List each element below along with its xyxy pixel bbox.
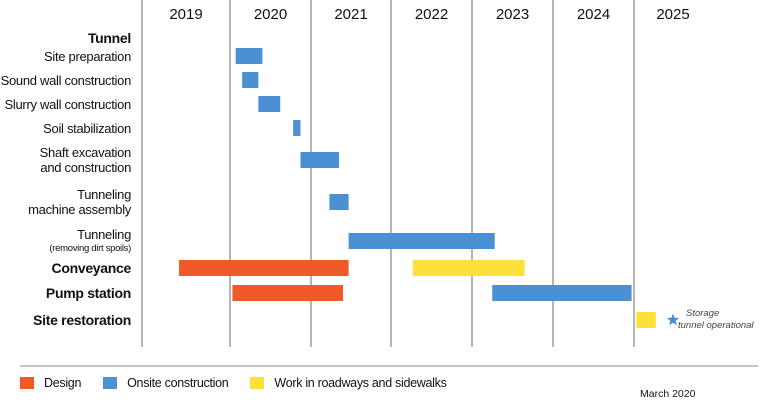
task-label-pump-station: Pump station — [46, 285, 131, 301]
bar-slurry-wall-construction-onsite — [258, 96, 281, 112]
bar-site-restoration-roadways — [636, 312, 656, 328]
bar-soil-stabilization-onsite — [293, 120, 301, 136]
legend: Design Onsite construction Work in roadw… — [20, 376, 469, 390]
task-label-site-restoration: Site restoration — [33, 312, 131, 328]
legend-swatch-design — [20, 377, 34, 389]
task-label-shaft-excavation-and-construction: Shaft excavation and construction — [40, 145, 131, 175]
legend-label-roadways: Work in roadways and sidewalks — [274, 376, 447, 390]
task-label-tunneling-machine-assembly: Tunneling machine assembly — [28, 187, 132, 217]
bar-pump-station-onsite-1 — [492, 285, 632, 301]
task-label-soil-stabilization: Soil stabilization — [43, 121, 131, 136]
task-label-tunneling-removing-dirt-spoils: Tunneling (removing dirt spoils) — [49, 227, 131, 254]
legend-label-onsite: Onsite construction — [127, 376, 229, 390]
legend-swatch-onsite — [103, 377, 118, 389]
milestone-label: Storage tunnel operational — [678, 308, 754, 331]
year-label-2025: 2025 — [656, 6, 689, 23]
year-label-2021: 2021 — [334, 6, 367, 23]
bar-conveyance-design-0 — [178, 260, 349, 276]
task-label-conveyance: Conveyance — [52, 260, 132, 276]
year-label-2019: 2019 — [169, 6, 202, 23]
legend-item-onsite: Onsite construction — [103, 376, 229, 390]
bar-pump-station-design-0 — [232, 285, 343, 301]
milestone-star-icon — [666, 313, 680, 326]
bar-conveyance-roadways-1 — [412, 260, 525, 276]
bar-shaft-excavation-and-construction-onsite — [300, 152, 339, 168]
task-label-sound-wall-construction: Sound wall construction — [1, 73, 131, 88]
legend-item-roadways: Work in roadways and sidewalks — [250, 376, 447, 390]
bar-tunneling-removing-dirt-spoils-onsite — [348, 233, 495, 249]
bar-tunneling-machine-assembly-onsite — [329, 194, 349, 210]
task-label-slurry-wall-construction: Slurry wall construction — [5, 97, 132, 112]
legend-label-design: Design — [44, 376, 82, 390]
legend-swatch-roadways — [250, 377, 265, 389]
year-label-2022: 2022 — [415, 6, 448, 23]
date-note: March 2020 — [640, 388, 696, 400]
task-label-site-preparation: Site preparation — [44, 49, 131, 64]
bar-site-preparation-onsite — [235, 48, 263, 64]
bar-sound-wall-construction-onsite — [242, 72, 259, 88]
year-label-2023: 2023 — [496, 6, 529, 23]
legend-item-design: Design — [20, 376, 81, 390]
year-label-2024: 2024 — [577, 6, 610, 23]
year-label-2020: 2020 — [254, 6, 287, 23]
task-label-tunnel: Tunnel — [88, 30, 131, 46]
